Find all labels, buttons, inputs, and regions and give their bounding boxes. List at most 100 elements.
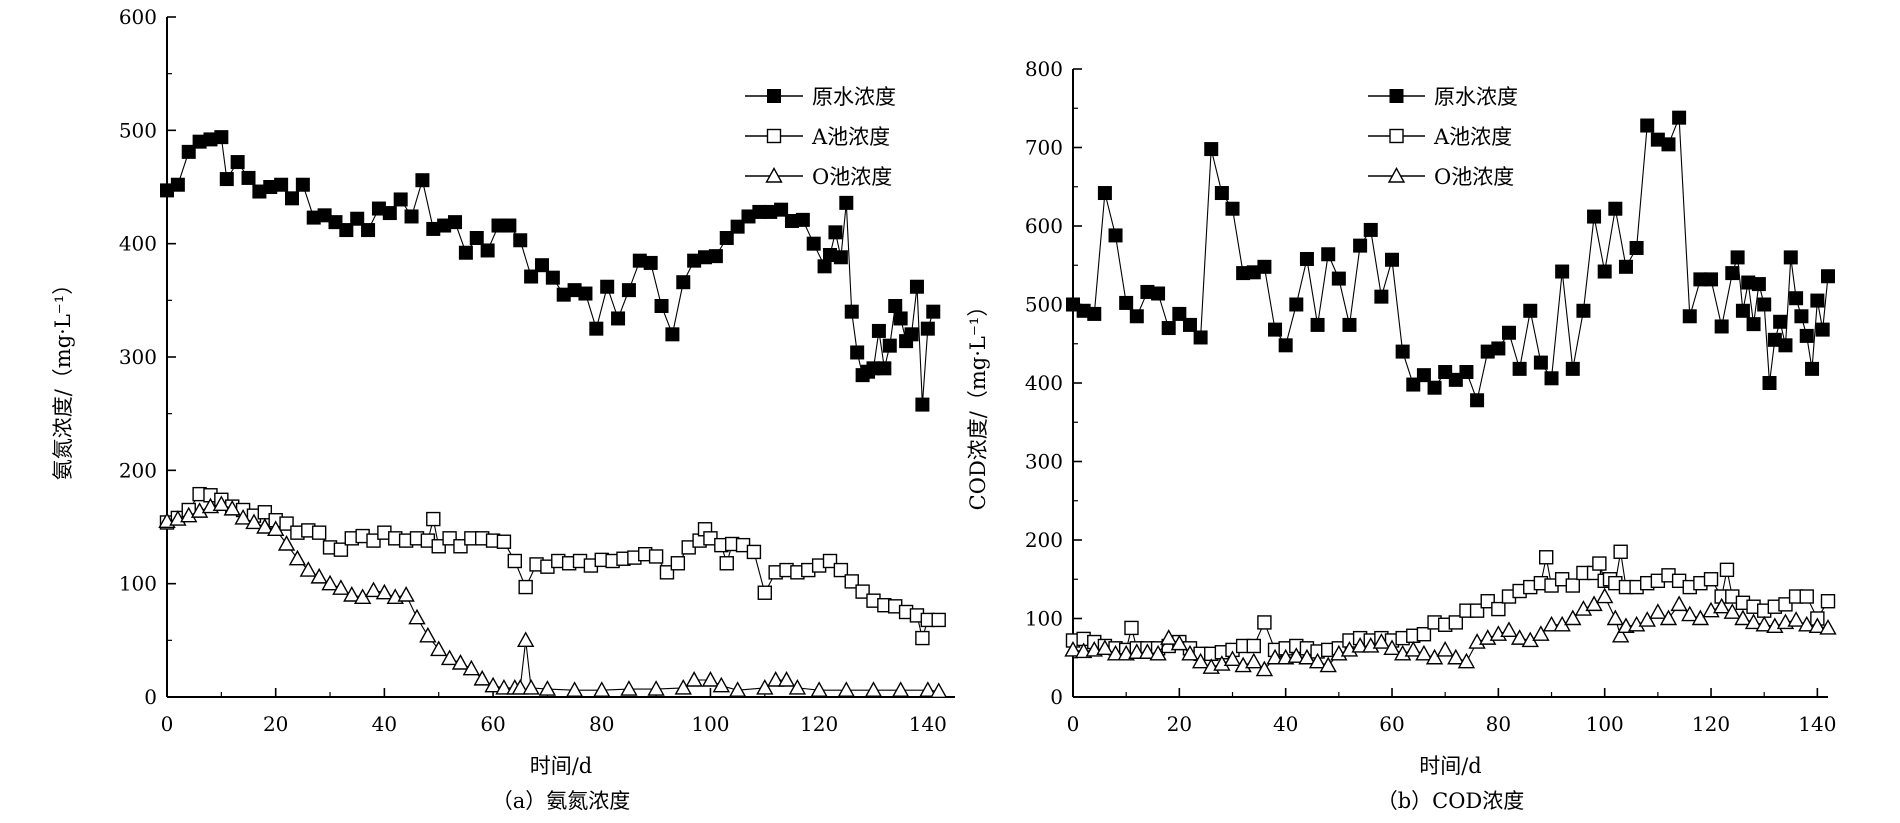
data-point [426, 511, 441, 527]
panel-b-cod-chart: 0 100 200 300 400 500 600 700 800 0 20 40 60 80 100 120… [966, 57, 1837, 813]
x-tick-label: 0 [161, 712, 174, 736]
data-point [462, 659, 481, 676]
data-point [746, 544, 762, 560]
data-point [1278, 338, 1293, 353]
data-point [245, 513, 263, 530]
data-point [311, 525, 327, 540]
data-point [1353, 238, 1368, 253]
data-point [538, 680, 557, 696]
data-point [730, 219, 745, 234]
data-point [926, 304, 941, 319]
y-tick-label: 400 [119, 232, 157, 256]
data-point [1268, 322, 1283, 337]
data-point [1755, 615, 1773, 632]
data-point [1523, 303, 1538, 318]
data-point [451, 654, 470, 670]
y-tick-label: 300 [119, 345, 157, 369]
data-point [654, 299, 669, 313]
data-point [1319, 656, 1337, 673]
y-tick-label: 600 [119, 5, 157, 29]
data-point [1299, 251, 1314, 266]
data-point [1670, 595, 1688, 612]
data-point [919, 681, 937, 697]
data-point [1576, 303, 1591, 318]
data-point [1805, 361, 1820, 376]
data-point [1691, 609, 1710, 626]
panel-a-ammonia-chart: 0 100 200 300 400 500 600 0 20 40 60 80 100 120 140 时间/… [51, 5, 955, 813]
data-point [1672, 110, 1687, 125]
data-point [522, 678, 540, 695]
data-point [712, 676, 731, 693]
data-point [1820, 594, 1836, 609]
data-point [1714, 319, 1729, 334]
data-point [659, 565, 675, 580]
data-point [676, 275, 691, 290]
data-point [828, 225, 843, 240]
x-axis-label: 时间/d [1419, 754, 1482, 778]
data-point [1746, 317, 1761, 332]
data-point [480, 243, 495, 258]
data-point [621, 283, 636, 298]
data-point [756, 678, 774, 695]
data-point [882, 338, 897, 353]
data-point [891, 681, 910, 697]
data-point [518, 579, 533, 595]
data-point [1539, 550, 1554, 565]
data-point [1712, 597, 1731, 614]
data-point [1734, 609, 1752, 626]
data-point [1170, 634, 1189, 651]
y-tick-label: 300 [1025, 450, 1063, 474]
data-point [223, 499, 241, 516]
data-point [701, 671, 720, 687]
legend-label: O池浓度 [1434, 165, 1514, 189]
legend-marker [1389, 128, 1404, 144]
data-point [1321, 247, 1336, 262]
data-point [404, 209, 419, 224]
data-point [1592, 556, 1607, 571]
data-point [1257, 615, 1272, 630]
series-filled-square [160, 130, 941, 412]
y-tick-label: 700 [1025, 136, 1063, 160]
data-point [1204, 142, 1219, 157]
data-point [1064, 640, 1082, 657]
data-point [920, 321, 935, 336]
data-point [643, 255, 658, 270]
data-point [1106, 644, 1125, 661]
data-point [931, 612, 946, 628]
data-point [1512, 361, 1527, 376]
data-point [1181, 644, 1199, 661]
data-point [1128, 643, 1146, 659]
data-point [1611, 626, 1630, 643]
data-point [496, 534, 512, 549]
data-point [620, 680, 638, 696]
data-point [1501, 325, 1516, 340]
data-point [810, 681, 828, 697]
data-point [1789, 291, 1804, 306]
x-tick-label: 140 [909, 712, 947, 736]
data-point [1447, 648, 1465, 665]
data-point [1161, 321, 1176, 336]
data-point [1108, 228, 1123, 243]
data-point [1416, 368, 1431, 383]
y-tick-label: 100 [119, 572, 157, 596]
data-point [844, 304, 859, 319]
data-point [361, 223, 376, 238]
data-point [180, 506, 198, 523]
data-point [1308, 652, 1327, 669]
data-point [888, 299, 903, 313]
data-point [495, 678, 513, 695]
data-point [415, 173, 430, 188]
data-point [1735, 303, 1750, 318]
data-point [1427, 380, 1442, 395]
data-point [1448, 372, 1463, 387]
data-point [1798, 615, 1816, 632]
data-point [219, 172, 234, 187]
data-point [1773, 314, 1788, 329]
data-point [1383, 639, 1401, 656]
data-point [212, 495, 231, 512]
data-point [1704, 272, 1719, 287]
data-point [1149, 644, 1167, 661]
y-tick-label: 100 [1025, 607, 1063, 631]
data-point [670, 556, 686, 571]
data-point [1491, 601, 1506, 617]
